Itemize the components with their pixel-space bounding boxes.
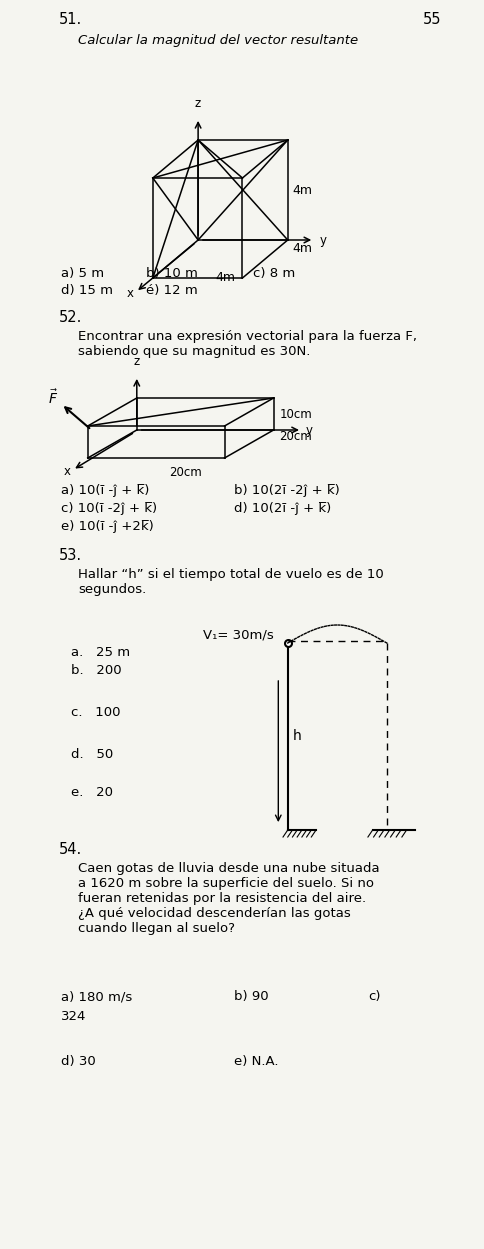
- Text: 54.: 54.: [59, 842, 82, 857]
- Text: b.   200: b. 200: [71, 664, 121, 677]
- Text: a) 5 m: a) 5 m: [61, 267, 104, 280]
- Text: b) 10 m: b) 10 m: [146, 267, 197, 280]
- Text: 20cm: 20cm: [279, 430, 311, 442]
- Text: $\vec{F}$: $\vec{F}$: [48, 388, 58, 407]
- Text: b) 10(2ī -2ĵ + k̅): b) 10(2ī -2ĵ + k̅): [233, 485, 339, 497]
- Text: 10cm: 10cm: [279, 407, 311, 421]
- Text: e) 10(ī -ĵ +2k̅): e) 10(ī -ĵ +2k̅): [61, 520, 154, 533]
- Text: d) 10(2ī -ĵ + k̅): d) 10(2ī -ĵ + k̅): [233, 502, 331, 515]
- Text: 4m: 4m: [214, 271, 235, 284]
- Text: h: h: [292, 729, 301, 743]
- Text: Encontrar una expresión vectorial para la fuerza F,
sabiendo que su magnitud es : Encontrar una expresión vectorial para l…: [78, 330, 416, 358]
- Text: d) 15 m: d) 15 m: [61, 284, 113, 297]
- Text: c): c): [367, 990, 379, 1003]
- Text: c) 10(ī -2ĵ + k̅): c) 10(ī -2ĵ + k̅): [61, 502, 157, 515]
- Text: b) 90: b) 90: [233, 990, 268, 1003]
- Text: Calcular la magnitud del vector resultante: Calcular la magnitud del vector resultan…: [78, 34, 358, 47]
- Text: 324: 324: [61, 1010, 87, 1023]
- Text: c.   100: c. 100: [71, 706, 120, 719]
- Text: y: y: [305, 423, 312, 436]
- Text: Hallar “h” si el tiempo total de vuelo es de 10
segundos.: Hallar “h” si el tiempo total de vuelo e…: [78, 568, 383, 596]
- Text: d) 30: d) 30: [61, 1055, 96, 1068]
- Text: a) 10(ī -ĵ + k̅): a) 10(ī -ĵ + k̅): [61, 485, 150, 497]
- Text: V₁= 30m/s: V₁= 30m/s: [202, 628, 273, 641]
- Text: a) 180 m/s: a) 180 m/s: [61, 990, 132, 1003]
- Text: 4m: 4m: [292, 184, 312, 196]
- Text: é) 12 m: é) 12 m: [146, 284, 197, 297]
- Text: e) N.A.: e) N.A.: [233, 1055, 278, 1068]
- Text: 20cm: 20cm: [168, 466, 201, 478]
- Text: c) 8 m: c) 8 m: [252, 267, 294, 280]
- Text: x: x: [63, 465, 70, 478]
- Text: d.   50: d. 50: [71, 748, 113, 761]
- Text: Caen gotas de lluvia desde una nube situada
a 1620 m sobre la superficie del sue: Caen gotas de lluvia desde una nube situ…: [78, 862, 379, 936]
- Text: 52.: 52.: [59, 310, 82, 325]
- Text: y: y: [319, 234, 326, 246]
- Text: 55: 55: [422, 12, 440, 27]
- Text: 53.: 53.: [59, 548, 81, 563]
- Text: e.   20: e. 20: [71, 786, 112, 799]
- Text: 4m: 4m: [292, 241, 312, 255]
- Text: z: z: [134, 355, 139, 368]
- Text: x: x: [126, 287, 134, 300]
- Text: 51.: 51.: [59, 12, 82, 27]
- Text: z: z: [194, 97, 200, 110]
- Text: a.   25 m: a. 25 m: [71, 646, 130, 659]
